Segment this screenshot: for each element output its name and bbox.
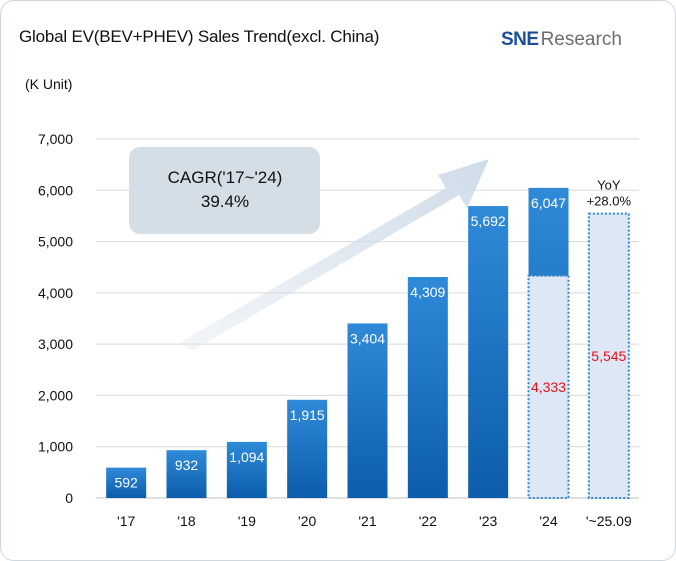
y-tick-label: 5,000 (38, 234, 73, 250)
bar-value-label: 5,692 (471, 213, 506, 229)
logo-brand: SNE (501, 29, 539, 50)
x-tick-label: '~25.09 (586, 513, 632, 529)
bar-value-label: 932 (175, 457, 199, 473)
bar (226, 441, 267, 498)
y-tick-label: 0 (65, 490, 73, 506)
ytd-value-label: 5,545 (591, 348, 626, 364)
x-tick-label: '17 (117, 513, 135, 529)
bar (106, 467, 147, 498)
sne-research-logo: SNE Research (501, 29, 622, 51)
bar-value-label: 1,915 (290, 407, 325, 423)
growth-arrow (179, 159, 489, 351)
bar (287, 399, 328, 498)
ytd-value-label: 4,333 (531, 379, 566, 395)
x-tick-label: '24 (539, 513, 557, 529)
unit-label: (K Unit) (25, 76, 73, 92)
x-tick-label: '22 (419, 513, 437, 529)
cagr-box (129, 147, 320, 234)
x-tick-label: '21 (358, 513, 376, 529)
ytd-bar (527, 274, 570, 499)
y-tick-label: 6,000 (38, 182, 73, 198)
bar (407, 277, 448, 498)
x-tick-label: '19 (238, 513, 256, 529)
bar-value-label: 3,404 (350, 330, 385, 346)
ytd-bar (587, 212, 630, 499)
x-tick-label: '18 (177, 513, 195, 529)
bar (347, 323, 388, 498)
cagr-value: 39.4% (201, 192, 249, 211)
bar (468, 206, 509, 498)
bar (166, 450, 207, 498)
bar-value-label: 4,309 (410, 284, 445, 300)
yoy-value: +28.0% (587, 194, 632, 209)
chart-title: Global EV(BEV+PHEV) Sales Trend(excl. Ch… (19, 27, 380, 46)
bar-value-label: 1,094 (229, 449, 264, 465)
bar-value-label: 592 (114, 475, 138, 491)
yoy-label: YoY (597, 178, 621, 193)
y-tick-label: 3,000 (38, 336, 73, 352)
logo-suffix: Research (540, 29, 622, 50)
y-tick-label: 2,000 (38, 387, 73, 403)
x-tick-label: '23 (479, 513, 497, 529)
y-tick-label: 4,000 (38, 285, 73, 301)
bar-value-label: 6,047 (531, 195, 566, 211)
cagr-label: CAGR('17~'24) (168, 168, 283, 187)
x-tick-label: '20 (298, 513, 316, 529)
y-tick-label: 1,000 (38, 439, 73, 455)
y-tick-label: 7,000 (38, 131, 73, 147)
